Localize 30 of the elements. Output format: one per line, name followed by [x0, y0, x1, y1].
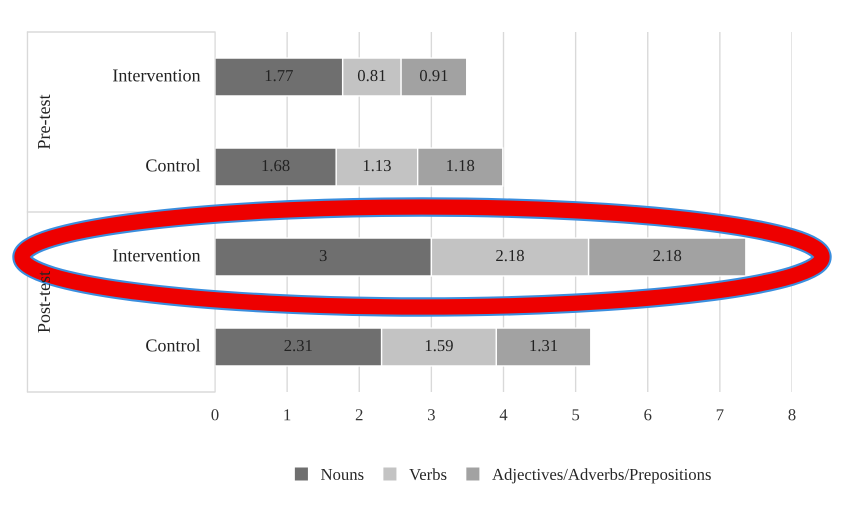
y-tick-label: Control	[146, 338, 200, 352]
legend-label: Adjectives/Adverbs/Prepositions	[492, 468, 711, 484]
x-tick-label: 6	[644, 409, 652, 420]
data-label: 0.91	[420, 70, 448, 82]
text: Pre-test	[38, 94, 50, 150]
data-label: 2.18	[496, 250, 524, 262]
x-tick-label: 4	[500, 409, 508, 420]
y-tick-label: Intervention	[112, 69, 200, 82]
x-tick-label: 1	[284, 409, 290, 420]
x-tick-label: 3	[428, 409, 435, 420]
legend-label: Verbs	[409, 468, 446, 480]
data-label: 1.31	[530, 340, 558, 352]
x-tick-label: 0	[211, 409, 219, 420]
data-label: 3	[320, 250, 327, 262]
data-label: 1.77	[266, 70, 293, 82]
data-label: 1.68	[262, 160, 290, 172]
legend-label: Nouns	[321, 468, 364, 480]
x-tick-label: 8	[788, 409, 796, 420]
x-tick-label: 7	[716, 409, 724, 420]
data-label: 1.59	[426, 340, 453, 352]
data-label: 0.81	[358, 70, 386, 82]
y-tick-label: Control	[146, 158, 200, 172]
x-tick-label: 2	[356, 409, 362, 420]
data-label: 1.13	[364, 160, 391, 172]
x-tick-label: 5	[572, 409, 580, 420]
data-label: 2.31	[284, 340, 312, 352]
y-tick-label: Intervention	[112, 249, 200, 262]
text: Post-test	[38, 271, 50, 333]
data-label: 2.18	[653, 250, 682, 262]
data-label: 1.18	[447, 160, 474, 172]
